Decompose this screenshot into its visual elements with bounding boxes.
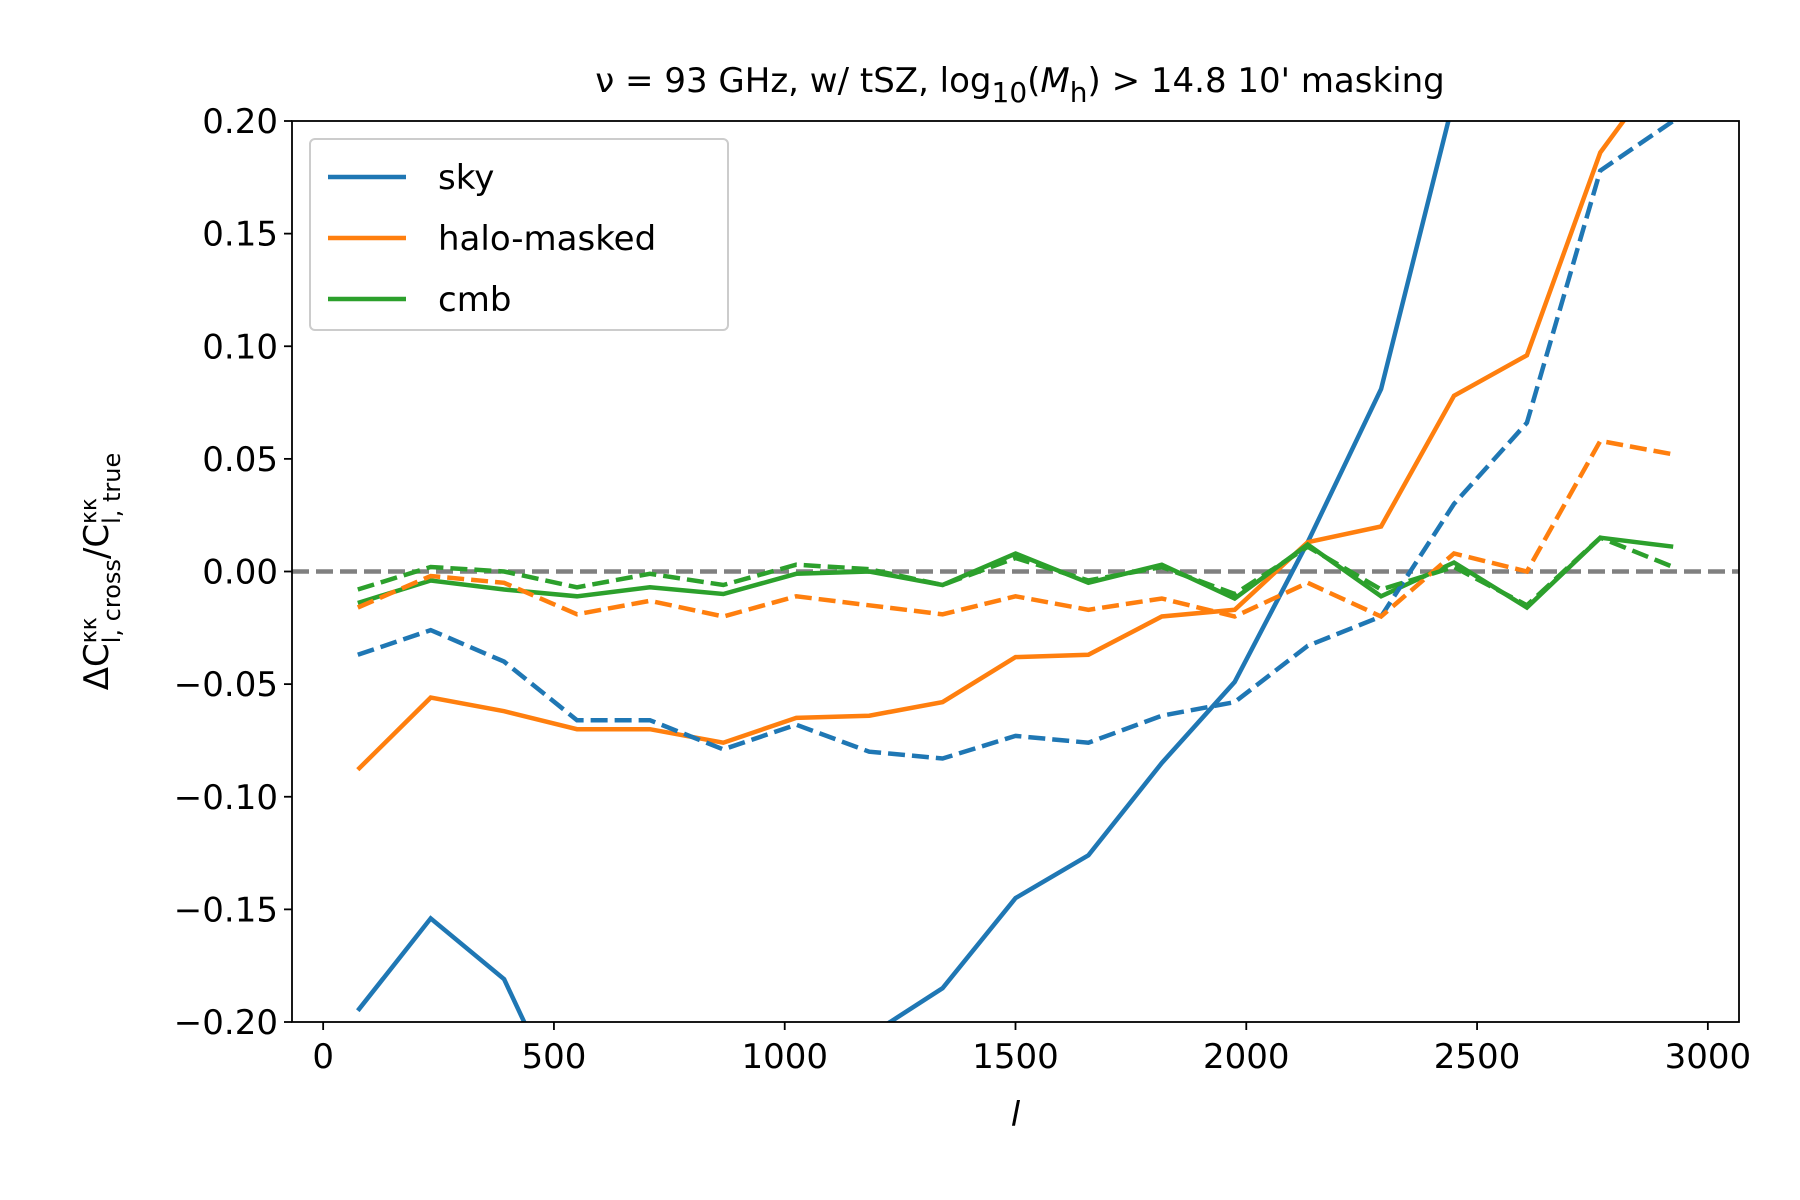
y-label-part: κκ	[77, 617, 102, 643]
x-tick-label: 3000	[1665, 1037, 1752, 1077]
title-part: M	[1040, 61, 1069, 101]
legend-label: halo-masked	[438, 219, 656, 259]
y-tick-label: 0.05	[202, 440, 278, 480]
y-tick-label: 0.20	[202, 102, 278, 142]
dashed-line	[356, 438, 1674, 620]
line	[357, 535, 1674, 611]
x-tick-label: 2500	[1434, 1037, 1521, 1077]
y-tick-label: −0.20	[174, 1003, 278, 1043]
plot-area	[292, 121, 1739, 1022]
y-label-part: l, cross	[98, 559, 126, 643]
y-label-part: ΔC	[77, 643, 117, 690]
y-tick-label: −0.10	[174, 778, 278, 818]
x-tick-label: 2000	[1203, 1037, 1290, 1077]
y-axis-label: ΔCκκl, cross/Cκκl, true	[77, 453, 126, 691]
legend-box	[309, 138, 729, 331]
x-axis-label: l	[1011, 1095, 1021, 1135]
x-tick-label: 1000	[741, 1037, 828, 1077]
dashed-line	[357, 535, 1675, 609]
x-tick-label: 0	[312, 1037, 334, 1077]
y-label-part: κκ	[77, 498, 102, 524]
y-label-part: /C	[77, 524, 117, 559]
y-tick-label: 0.00	[202, 553, 278, 593]
x-tick-label: 1500	[972, 1037, 1059, 1077]
dashed-line	[357, 121, 1675, 761]
title-part: ) > 14.8 10' masking	[1088, 61, 1445, 101]
y-label-part: l, true	[98, 453, 126, 524]
legend-label: cmb	[438, 280, 511, 320]
title-part: 10	[992, 76, 1028, 109]
line	[356, 121, 1627, 772]
title-part: h	[1070, 76, 1088, 109]
y-tick-label: 0.10	[202, 327, 278, 367]
line	[356, 121, 1451, 1022]
legend-label: sky	[438, 158, 494, 198]
y-tick-label: −0.15	[174, 890, 278, 930]
title-part: ν = 93 GHz, w/ tSZ, log	[595, 61, 991, 101]
y-tick-label: 0.15	[202, 215, 278, 255]
title-part: (	[1027, 61, 1040, 101]
chart-title: ν = 93 GHz, w/ tSZ, log10(Mh) > 14.8 10'…	[595, 61, 1445, 109]
x-tick-label: 500	[521, 1037, 586, 1077]
y-tick-label: −0.05	[174, 665, 278, 705]
